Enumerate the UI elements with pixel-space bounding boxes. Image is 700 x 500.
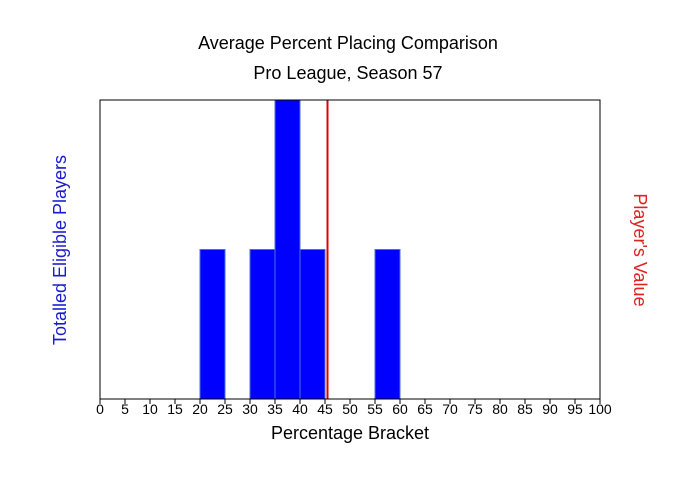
chart-subtitle: Pro League, Season 57 xyxy=(253,63,442,83)
x-tick-label: 90 xyxy=(542,401,558,417)
x-tick-label: 45 xyxy=(317,401,333,417)
bar-55-60 xyxy=(374,249,401,400)
x-tick-label: 20 xyxy=(192,401,208,417)
bars-group xyxy=(199,99,401,400)
x-tick-label: 30 xyxy=(242,401,258,417)
x-tick-label: 50 xyxy=(342,401,358,417)
x-tick-label: 65 xyxy=(417,401,433,417)
x-tick-label: 0 xyxy=(96,401,104,417)
bar-20-25 xyxy=(199,249,226,400)
y-axis-label: Totalled Eligible Players xyxy=(50,155,70,345)
x-tick-label: 35 xyxy=(267,401,283,417)
bar-30-35 xyxy=(249,249,276,400)
x-tick-label: 10 xyxy=(142,401,158,417)
x-axis-label: Percentage Bracket xyxy=(271,423,429,443)
y2-axis-label: Player's Value xyxy=(630,193,650,306)
x-tick-label: 55 xyxy=(367,401,383,417)
chart-title: Average Percent Placing Comparison xyxy=(198,33,498,53)
x-tick-label: 85 xyxy=(517,401,533,417)
x-tick-label: 60 xyxy=(392,401,408,417)
bar-35-40 xyxy=(274,99,301,400)
x-tick-label: 5 xyxy=(121,401,129,417)
x-tick-label: 100 xyxy=(588,401,612,417)
x-tick-label: 95 xyxy=(567,401,583,417)
x-tick-label: 80 xyxy=(492,401,508,417)
x-axis-ticks: 0 5 10 15 20 25 30 35 40 45 50 55 60 65 70 75 80 85 90 95 10… xyxy=(96,399,612,417)
plot-frame xyxy=(99,99,601,400)
x-tick-label: 40 xyxy=(292,401,308,417)
x-tick-label: 25 xyxy=(217,401,233,417)
x-tick-label: 15 xyxy=(167,401,183,417)
x-tick-label: 70 xyxy=(442,401,458,417)
bar-40-45 xyxy=(299,249,326,400)
x-tick-label: 75 xyxy=(467,401,483,417)
